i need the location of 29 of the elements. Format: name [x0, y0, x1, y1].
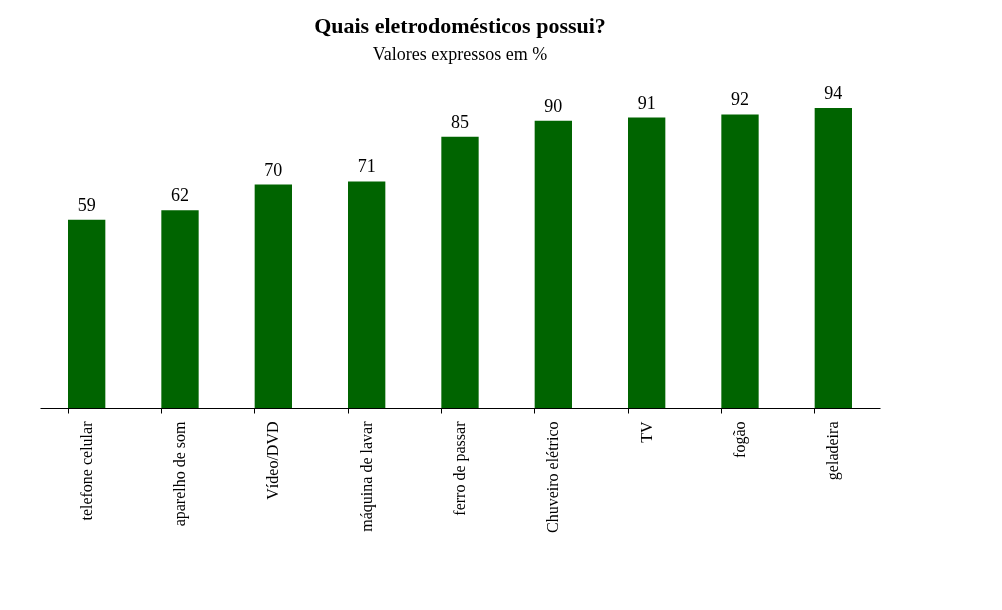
bar	[534, 120, 572, 408]
bar	[721, 114, 759, 408]
data-label: 85	[451, 111, 469, 132]
x-tick-label: Chuveiro elétrico	[544, 421, 562, 534]
x-tick-label: Vídeo/DVD	[264, 421, 282, 500]
bar	[254, 184, 292, 408]
data-label: 92	[731, 89, 749, 110]
data-label: 90	[544, 95, 563, 116]
x-tick-label: máquina de lavar	[357, 420, 376, 532]
bar	[68, 219, 106, 408]
x-tick-label: aparelho de som	[171, 420, 189, 527]
bar	[348, 181, 386, 408]
x-tick-label: geladeira	[824, 421, 843, 481]
bar	[441, 136, 479, 408]
chart-title: Quais eletrodomésticos possui?	[314, 13, 606, 38]
x-tick-label: ferro de passar	[451, 420, 469, 516]
bar	[814, 108, 852, 408]
chart-subtitle: Valores expressos em %	[372, 44, 548, 64]
x-tick-label: telefone celular	[77, 420, 95, 521]
bar	[628, 117, 666, 408]
data-label: 94	[824, 83, 843, 103]
data-label: 91	[637, 92, 656, 113]
x-tick-label: TV	[637, 421, 655, 443]
data-label: 71	[357, 156, 376, 177]
data-label: 59	[77, 194, 96, 215]
data-label: 62	[171, 185, 189, 206]
x-tick-label: fogão	[731, 421, 749, 458]
data-label: 70	[264, 159, 283, 180]
bar	[161, 210, 199, 408]
